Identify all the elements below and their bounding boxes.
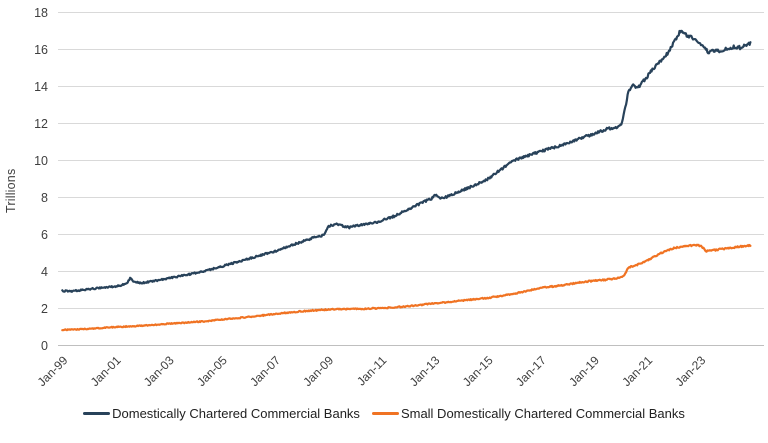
svg-text:Jan-15: Jan-15 — [460, 353, 496, 389]
legend-label: Small Domestically Chartered Commercial … — [400, 406, 685, 421]
svg-text:Jan-99: Jan-99 — [35, 353, 71, 389]
legend-label: Domestically Chartered Commercial Banks — [112, 406, 360, 421]
svg-text:2: 2 — [41, 302, 48, 316]
y-axis-title: Trillions — [4, 168, 18, 213]
svg-text:4: 4 — [41, 265, 48, 279]
svg-text:Jan-09: Jan-09 — [300, 353, 336, 389]
svg-text:6: 6 — [41, 228, 48, 242]
svg-text:Jan-23: Jan-23 — [672, 353, 708, 389]
svg-text:Jan-01: Jan-01 — [88, 353, 124, 389]
legend-item-small-domestically-chartered: Small Domestically Chartered Commercial … — [371, 406, 685, 421]
legend: Domestically Chartered Commercial Banks … — [0, 406, 768, 421]
svg-text:14: 14 — [34, 80, 48, 94]
svg-text:18: 18 — [34, 6, 48, 20]
svg-text:Jan-17: Jan-17 — [513, 353, 549, 389]
svg-text:Jan-13: Jan-13 — [407, 353, 443, 389]
svg-text:Jan-03: Jan-03 — [141, 353, 177, 389]
svg-text:Jan-07: Jan-07 — [247, 353, 283, 389]
svg-text:Jan-21: Jan-21 — [619, 353, 655, 389]
svg-text:Jan-19: Jan-19 — [566, 353, 602, 389]
plot-area: 0 2 4 6 8 10 12 14 16 18 Jan-99 Jan-01 Jan-03 Jan-05 J… — [34, 6, 764, 389]
svg-text:16: 16 — [34, 43, 48, 57]
svg-text:12: 12 — [34, 117, 48, 131]
svg-text:Jan-05: Jan-05 — [194, 353, 230, 389]
svg-text:Jan-11: Jan-11 — [354, 353, 389, 388]
svg-text:0: 0 — [41, 339, 48, 353]
svg-text:8: 8 — [41, 191, 48, 205]
legend-item-domestically-chartered: Domestically Chartered Commercial Banks — [83, 406, 360, 421]
legend-line-swatch-navy — [83, 411, 111, 416]
legend-line-swatch-orange — [371, 411, 399, 416]
svg-text:10: 10 — [34, 154, 48, 168]
